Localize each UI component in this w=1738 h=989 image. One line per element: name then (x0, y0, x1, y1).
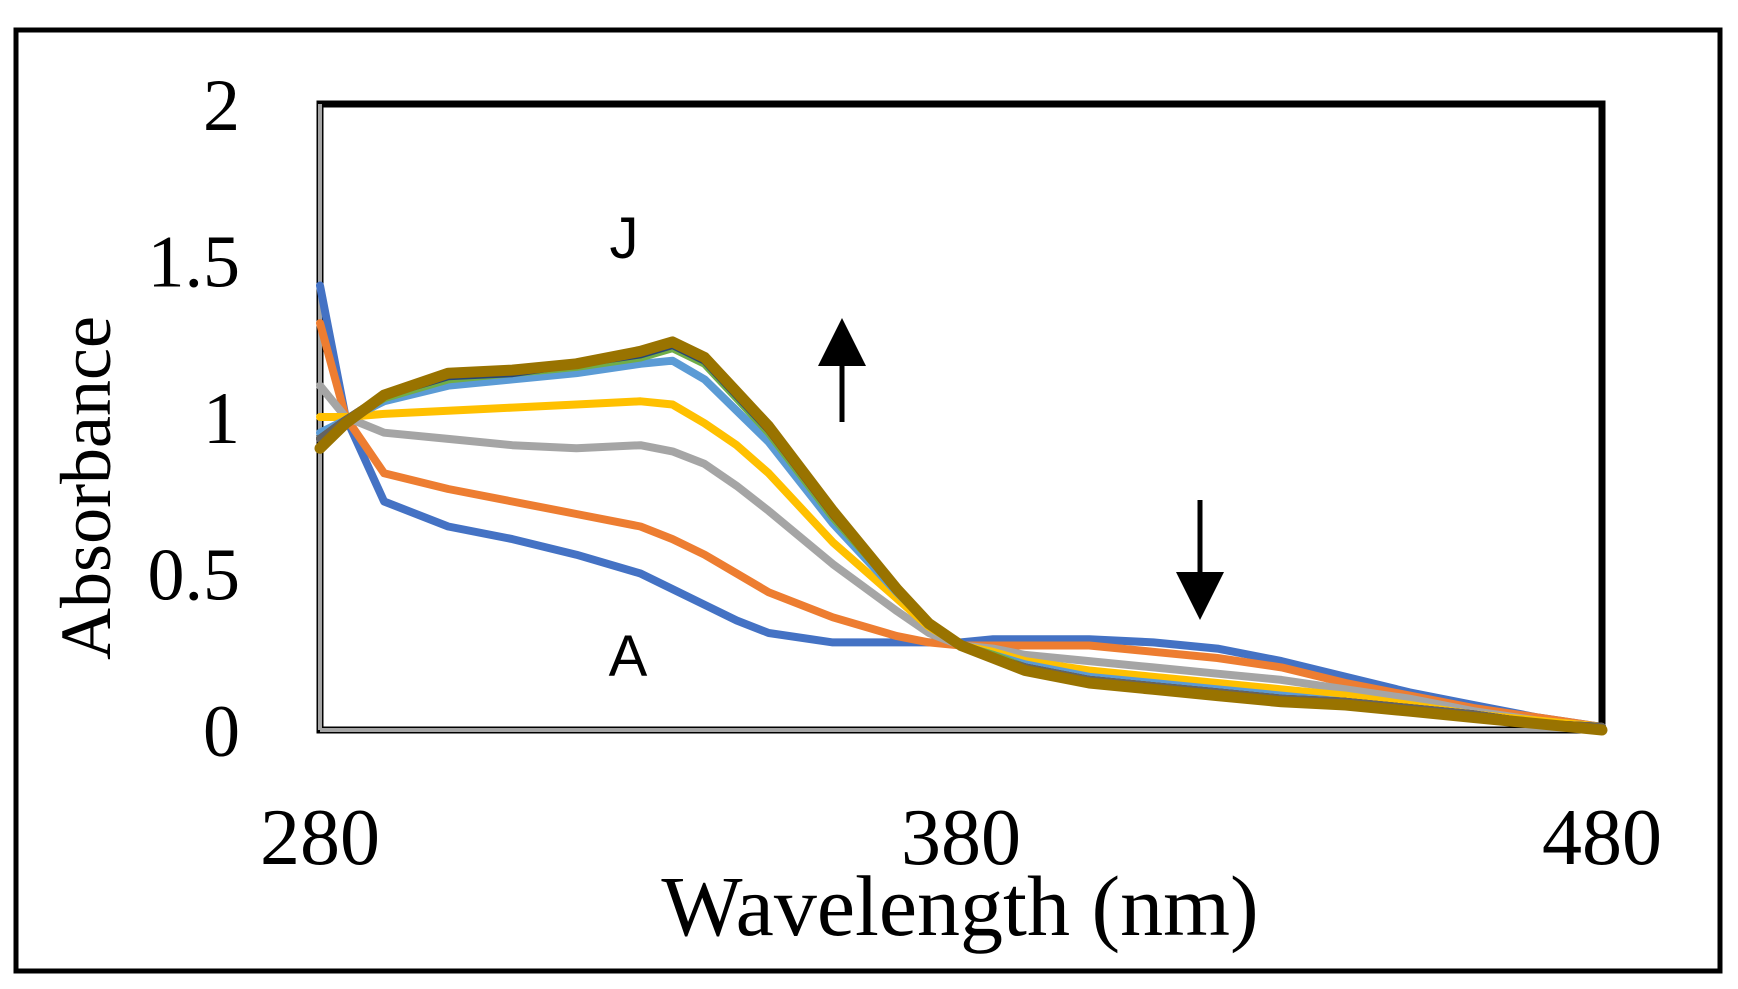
increase-arrow (818, 318, 866, 422)
x-tick-label: 480 (1542, 794, 1662, 882)
y-axis-label: Absorbance (46, 316, 126, 660)
decrease-arrow (1176, 500, 1224, 620)
x-tick-labels: 280 380 480 (260, 794, 1662, 882)
x-tick-label: 280 (260, 794, 380, 882)
x-tick-label: 380 (901, 794, 1021, 882)
series-layer (314, 281, 1608, 736)
y-tick-label: 0.5 (148, 535, 241, 617)
y-tick-label: 2 (203, 65, 240, 147)
y-tick-label: 1 (203, 378, 240, 460)
x-axis-label: Wavelength (nm) (661, 858, 1258, 954)
curve-label-first: A (609, 624, 648, 689)
curve-label-last: J (610, 206, 639, 271)
y-tick-label: 0 (203, 691, 240, 773)
y-tick-labels: 0 0.5 1 1.5 2 (148, 65, 241, 773)
series-line-C (316, 381, 1606, 731)
y-tick-label: 1.5 (148, 222, 241, 304)
series-line-J (314, 336, 1608, 736)
series-line-B (316, 319, 1606, 731)
figure-frame (13, 27, 1723, 974)
